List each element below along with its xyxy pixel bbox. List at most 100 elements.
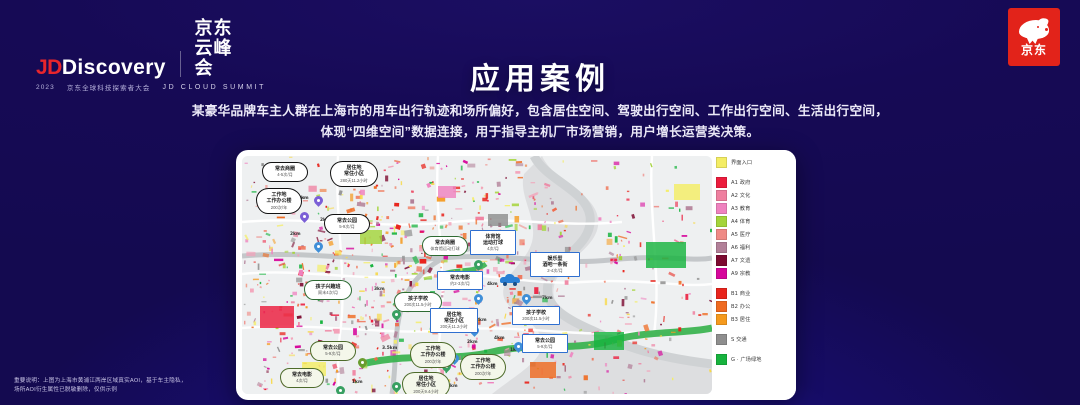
callout-title: 体育馆: [485, 233, 501, 240]
callout-subtitle: 酒吧一条街: [542, 261, 568, 268]
map-pin-icon[interactable]: [520, 292, 533, 306]
footnote-label: 重要说明：: [14, 378, 43, 384]
callout-value: 4次/月: [487, 246, 499, 252]
legend-label: B3 居住: [731, 317, 751, 323]
jd-joy-dog-icon: [1017, 16, 1051, 44]
legend-item[interactable]: A9 宗教: [716, 267, 794, 280]
callout-subtitle: 工作办公楼: [470, 364, 496, 371]
map-callout[interactable]: 常去公园 5-9次/月: [324, 214, 370, 234]
jdd-wordmark-jd: JD: [36, 56, 62, 79]
callout-value: 200次11.5小时: [404, 302, 432, 308]
map-pin-icon[interactable]: [472, 292, 485, 306]
jdd-wordmark: JD Discovery: [36, 56, 166, 79]
legend-item[interactable]: A7 文遗: [716, 254, 794, 267]
page-title: 应用案例: [470, 63, 610, 96]
legend-item[interactable]: A1 政府: [716, 176, 794, 189]
map-callout[interactable]: 常去公园 5-9次/月: [522, 334, 568, 353]
map-callout[interactable]: 居住地 常住小区 200天11.2小时: [430, 308, 478, 333]
map-pin-icon[interactable]: [334, 384, 347, 394]
map-pin-icon[interactable]: [298, 210, 311, 224]
legend-group-gap: [716, 169, 794, 176]
map-pin-icon[interactable]: [312, 194, 325, 208]
legend-label: B1 商业: [731, 291, 751, 297]
map-pin-icon[interactable]: [512, 340, 525, 354]
map-callout[interactable]: 娱乐型 酒吧一条街 2-4次/月: [530, 252, 580, 277]
map-callout[interactable]: 居住地 常住小区 200天9.4小时: [402, 372, 450, 394]
distance-label: 1km: [352, 380, 363, 385]
callout-title: 常去公园: [322, 345, 343, 351]
map-callout[interactable]: 常去电影 4次/月: [280, 368, 324, 388]
map-legend[interactable]: 界面入口 A1 政府 A2 文化 A3 教育 A4 体育 A5 医疗 A6 福利 A7 文遗 A…: [712, 150, 796, 400]
map-callout[interactable]: 孩子学校 200次11.5小时: [394, 292, 442, 312]
callout-value: 体育馆运动打球: [430, 246, 460, 252]
legend-group-gap: [716, 326, 794, 333]
map-card: 2km3km2km2km3km4km7km2km2km4km1km3.5km1k…: [236, 150, 796, 400]
callout-title: 居住地: [346, 165, 362, 171]
map-callout[interactable]: 工作地 工作办公楼 200次/年: [256, 188, 302, 214]
logo-sub-cn: 京东全球科技探索者大会: [66, 85, 151, 92]
page-description: 某豪华品牌车主人群在上海市的用车出行轨迹和场所偏好，包含居住空间、驾驶出行空间、…: [110, 101, 970, 142]
legend-item[interactable]: A3 教育: [716, 202, 794, 215]
legend-swatch: [716, 242, 727, 253]
map-pin-icon[interactable]: [312, 240, 325, 254]
jdd-wordmark-discovery: Discovery: [61, 56, 166, 79]
legend-group-gap: [716, 346, 794, 353]
legend-swatch: [716, 177, 727, 188]
callout-subtitle: 常住小区: [415, 382, 436, 389]
logo-divider: [179, 51, 181, 77]
legend-label: A9 宗教: [731, 271, 751, 277]
callout-title: 常去电影: [449, 274, 470, 281]
map-callout[interactable]: 孩子学校 200次11.5小时: [512, 306, 560, 325]
legend-item[interactable]: B1 商业: [716, 287, 794, 300]
legend-item[interactable]: B2 办公: [716, 300, 794, 313]
legend-label: 界面入口: [731, 160, 753, 166]
legend-swatch: [716, 268, 727, 279]
map-pin-icon[interactable]: [390, 380, 403, 394]
map-callout[interactable]: 常去商圈 体育馆运动打球: [422, 236, 468, 256]
callout-title: 娱乐型: [547, 255, 563, 262]
legend-item[interactable]: B3 居住: [716, 313, 794, 326]
callout-value: 4次/月: [296, 378, 308, 384]
map-callout[interactable]: 居住地 常住小区 280天11.2小时: [330, 161, 378, 187]
footnote-line-1: 上图为上海市黄浦江两岸区域真实AOI，基于车主隐私，: [42, 378, 187, 384]
distance-label: 3.5km: [382, 346, 398, 351]
callout-subtitle: 常住小区: [443, 317, 464, 324]
distance-label: 3km: [298, 196, 309, 201]
legend-item[interactable]: 界面入口: [716, 156, 794, 169]
map-callout[interactable]: 孩子兴趣班 周末4次/月: [304, 280, 352, 300]
legend-label: A6 福利: [731, 245, 751, 251]
legend-swatch: [716, 314, 727, 325]
legend-item[interactable]: A5 医疗: [716, 228, 794, 241]
map-pin-icon[interactable]: [472, 258, 485, 272]
distance-label: 3km: [374, 287, 385, 292]
legend-group-gap: [716, 280, 794, 287]
callout-value: 200次/年: [474, 370, 492, 376]
legend-item[interactable]: A4 体育: [716, 215, 794, 228]
aoi-map[interactable]: 2km3km2km2km3km4km7km2km2km4km1km3.5km1k…: [242, 156, 712, 394]
legend-swatch: [716, 334, 727, 345]
map-callout[interactable]: 工作地 工作办公楼 200次/年: [410, 342, 456, 368]
legend-swatch: [716, 288, 727, 299]
legend-item[interactable]: G · 广场绿地: [716, 353, 794, 366]
legend-item[interactable]: A2 文化: [716, 189, 794, 202]
map-pin-icon[interactable]: [390, 308, 403, 322]
map-callout[interactable]: 体育馆 运动打球 4次/月: [470, 230, 516, 255]
callout-value: 周末4次/月: [317, 290, 339, 296]
map-pin-icon[interactable]: [356, 356, 369, 370]
map-callout[interactable]: 常去电影 约2-3次/月: [437, 271, 483, 290]
callout-title: 常去商圈: [274, 166, 295, 172]
map-callout[interactable]: 常去商圈 4-5次/月: [262, 162, 308, 182]
callout-value: 200次/年: [424, 358, 442, 364]
callout-title: 工作地: [271, 192, 287, 198]
distance-label: 7km: [542, 296, 553, 301]
legend-item[interactable]: S 交通: [716, 333, 794, 346]
legend-item[interactable]: A6 福利: [716, 241, 794, 254]
description-line-2: 体现“四维空间”数据连接，用于指导主机厂市场营销，用户增长运营类决策。: [320, 124, 760, 139]
map-callout[interactable]: 常去公园 5-9次/月: [310, 341, 356, 361]
legend-swatch: [716, 229, 727, 240]
map-callout[interactable]: 工作地 工作办公楼 200次/年: [460, 354, 506, 380]
callout-value: 200天11.2小时: [440, 324, 468, 330]
callout-value: 200次/年: [270, 204, 288, 210]
callout-value: 200次11.5小时: [522, 315, 550, 321]
